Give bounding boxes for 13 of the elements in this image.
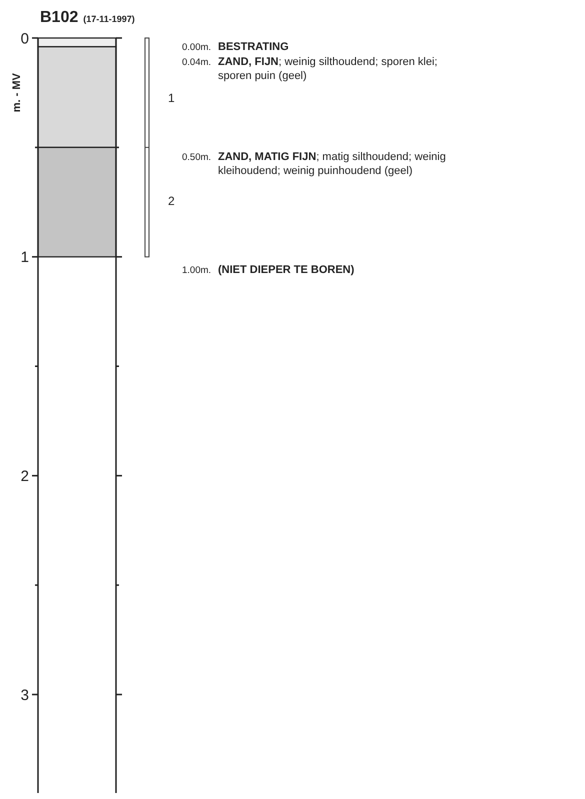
text: 0.50m. ZAND, MATIG FIJN; matig silthoudend; weinig kleihoudend; weinig puinhoudend (geel) (182, 151, 446, 177)
text: 0.00m. BESTRATING (182, 41, 289, 53)
text: 1 (168, 91, 175, 105)
y-tick-label: 3 (20, 686, 29, 704)
text: 1.00m. (NIET DIEPER TE BOREN) (182, 264, 355, 276)
chart-title: B102 (40, 9, 78, 26)
y-axis-title: m. - MV (11, 72, 23, 112)
y-tick-label: 0 (20, 30, 29, 48)
chart-subtitle: (17-11-1997) (83, 14, 135, 24)
y-tick-label: 2 (20, 468, 29, 485)
text: 2 (168, 194, 175, 208)
text: 0.04m. ZAND, FIJN; weinig silthoudend; sporen klei; sporen puin (geel) (182, 56, 438, 82)
y-tick-label: 1 (20, 249, 29, 266)
